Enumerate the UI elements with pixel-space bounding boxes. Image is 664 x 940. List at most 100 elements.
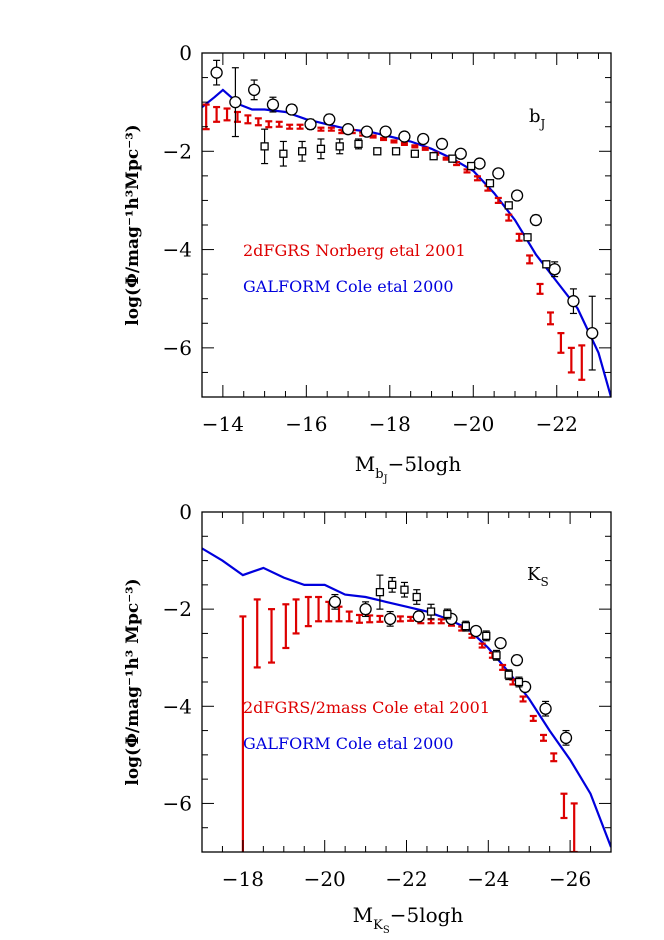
ks-xlabel-sub: K <box>373 918 383 933</box>
bj-circle-point <box>417 132 430 146</box>
ks-panel-label-main: K <box>527 564 541 585</box>
ks-circle-point <box>328 593 342 610</box>
bj-red-errorbar <box>254 117 262 127</box>
bj-red-errorbar <box>567 346 575 374</box>
bj-red-errorbar <box>286 123 294 130</box>
bj-red-errorbar <box>223 107 231 122</box>
ks-red-errorbar <box>253 598 261 669</box>
bj-panel-label: bJ <box>529 106 546 131</box>
bj-red-errorbar <box>536 282 544 295</box>
ks-red-errorbar <box>396 615 404 623</box>
bj-ytick-labels: 0 −2 −4 −6 <box>163 41 192 360</box>
ks-red-errorbar <box>239 615 247 852</box>
bj-annotation-galform: GALFORM Cole etal 2000 <box>243 277 454 296</box>
ks-circle-point <box>539 700 552 717</box>
bj-circle-point <box>229 67 242 138</box>
ks-red-errorbar <box>570 802 578 852</box>
ks-circle-point <box>469 624 483 638</box>
bj-circle-point <box>510 189 524 202</box>
bj-square-point <box>354 138 363 150</box>
ks-square-point <box>375 574 385 610</box>
ks-red-errorbar <box>304 595 312 628</box>
bj-xlabel-suffix: −5logh <box>388 452 462 476</box>
bj-red-errorbar <box>505 213 513 222</box>
bj-square-point <box>410 149 419 158</box>
ks-galform-model-line <box>202 547 611 848</box>
bj-square-point <box>448 154 457 163</box>
ks-circle-point <box>412 610 425 623</box>
bj-xlabel-sub: b <box>375 467 383 482</box>
bj-circle-point <box>435 137 449 151</box>
bj-square-point <box>335 138 344 155</box>
bj-xlabel-subsub: J <box>383 474 388 485</box>
bj-ylabel: log(Φ/mag⁻¹h³Mpc⁻³) <box>123 124 143 325</box>
ks-square-point <box>461 620 470 632</box>
ks-xlabel: MKS−5logh <box>353 903 464 936</box>
ks-circle-point <box>510 653 524 667</box>
bj-ytick-label: −4 <box>163 238 192 262</box>
bj-red-errorbar <box>213 105 221 123</box>
ks-red-errorbar <box>355 613 363 624</box>
bj-square-point <box>523 233 532 242</box>
bj-square-point <box>504 201 513 210</box>
bj-circle-point <box>492 167 505 180</box>
ks-square-point <box>504 669 513 681</box>
bj-circle-point <box>454 147 467 160</box>
bj-xtick-label: −16 <box>285 412 327 436</box>
ks-red-errorbar <box>282 603 290 650</box>
ks-xlabel-subsub: S <box>383 925 390 936</box>
bj-square-point <box>279 140 288 167</box>
ks-red-errorbar <box>292 598 300 635</box>
ks-xlabel-suffix: −5logh <box>390 903 464 927</box>
bj-red-errorbar <box>421 146 429 151</box>
ks-xtick-label: −18 <box>222 867 264 891</box>
ks-ytick-label: −2 <box>163 597 192 621</box>
bj-circle-point <box>398 130 411 143</box>
ks-circle-point <box>559 729 573 746</box>
bj-circle-point <box>360 125 374 138</box>
bj-red-errorbar <box>411 144 419 149</box>
bj-panel-label-main: b <box>529 106 541 127</box>
bj-square-point <box>485 179 495 188</box>
ks-ylabel: log(Φ/mag⁻¹h³ Mpc⁻³) <box>123 578 143 785</box>
ks-red-errorbar <box>376 614 384 623</box>
bj-ytick-label: 0 <box>179 41 192 65</box>
ks-ytick-label: −4 <box>163 694 192 718</box>
ks-red-errorbar <box>478 642 486 649</box>
ks-red-errorbar <box>540 733 548 742</box>
bj-red-errorbar <box>380 136 388 142</box>
ks-square-point <box>426 603 436 620</box>
ks-red-errorbar <box>268 608 276 664</box>
ks-red-errorbar <box>560 792 568 820</box>
ks-red-errorbar <box>315 595 323 623</box>
ks-plot-area <box>202 547 611 852</box>
ks-xtick-label: −24 <box>467 867 509 891</box>
ks-red-errorbar <box>427 618 435 625</box>
bj-plot-area <box>202 59 611 397</box>
ks-panel-label-sub: S <box>540 575 548 589</box>
bj-frame <box>201 52 612 398</box>
panel-ks: −18 −20 −22 −24 −26 0 −2 −4 −6 log(Φ/mag⁻¹h³ Mp… <box>123 500 612 936</box>
bj-red-errorbar <box>244 114 252 125</box>
ks-circle-point <box>359 601 372 618</box>
bj-square-point <box>391 147 401 156</box>
bj-xtick-label: −20 <box>452 412 494 436</box>
ks-circle-point <box>383 610 397 627</box>
bj-square-point <box>429 152 438 161</box>
ks-square-point <box>514 676 524 688</box>
bj-xtick-label: −18 <box>369 412 411 436</box>
bj-red-errorbar <box>400 141 408 146</box>
bj-red-errorbar <box>546 311 554 326</box>
bj-circle-point <box>567 288 580 315</box>
panel-bj: −14 −16 −18 −20 −22 0 −2 −4 −6 log(Φ/mag⁻¹h³Mpc… <box>123 41 612 485</box>
ks-xtick-label: −22 <box>385 867 427 891</box>
bj-red-errorbar <box>578 344 586 381</box>
bj-red-errorbar <box>557 332 565 354</box>
bj-xtick-label: −14 <box>202 412 244 436</box>
bj-ticks <box>201 52 611 398</box>
bj-xlabel-main: M <box>355 452 375 476</box>
ks-ytick-label: 0 <box>179 500 192 524</box>
bj-ytick-label: −6 <box>163 336 192 360</box>
ks-square-point <box>482 630 491 642</box>
